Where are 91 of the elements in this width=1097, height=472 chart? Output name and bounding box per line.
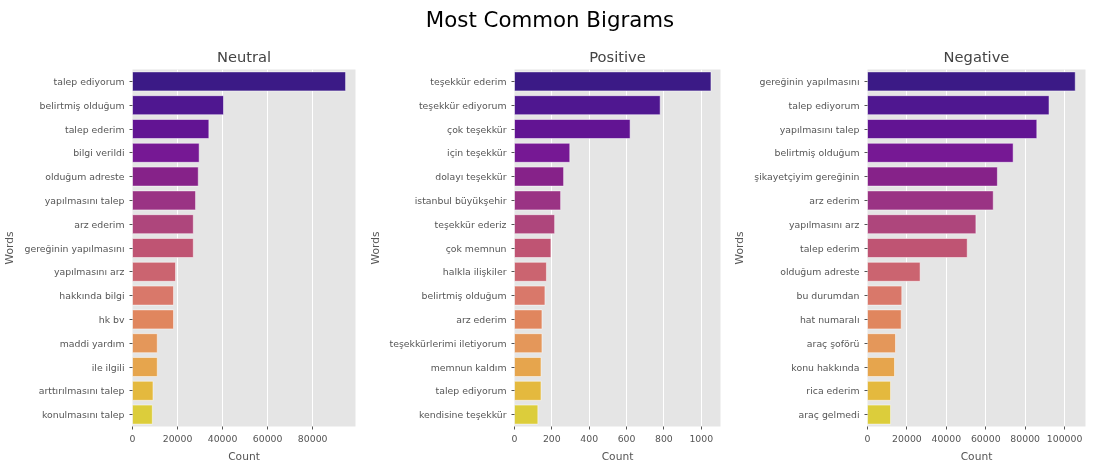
- y-tick-label: teşekkür ediyorum: [418, 99, 507, 111]
- y-tick-label: bilgi verildi: [73, 147, 125, 159]
- x-tick-label: 400: [580, 432, 599, 444]
- y-tick-label: şikayetçiyim gereğinin: [754, 171, 860, 183]
- y-tick-label: rica ederim: [806, 385, 860, 397]
- y-tick-label: yapılmasını arz: [53, 266, 125, 278]
- y-tick-label: teşekkür ederim: [430, 75, 507, 87]
- chart-title: Negative: [943, 47, 1010, 65]
- y-tick-label: yapılmasını talep: [779, 123, 860, 135]
- y-tick-label: çok teşekkür: [447, 123, 507, 135]
- x-tick-label: 20000: [892, 432, 922, 444]
- y-tick-label: belirtmiş olduğum: [421, 290, 507, 302]
- y-tick-label: belirtmiş olduğum: [774, 147, 860, 159]
- y-tick-label: gereğinin yapılmasını: [759, 75, 860, 87]
- y-tick-label: belirtmiş olduğum: [39, 99, 125, 111]
- x-tick-label: 800: [655, 432, 673, 444]
- y-axis-title: Words: [368, 231, 382, 265]
- y-tick-label: ile ilgili: [91, 361, 125, 373]
- y-tick-label: arz ederim: [456, 313, 507, 325]
- x-tick-label: 40000: [207, 432, 238, 444]
- y-tick-label: araç gelmedi: [798, 409, 860, 421]
- text: Most Common Bigrams: [425, 6, 675, 34]
- x-tick-label: 20000: [162, 432, 193, 444]
- y-tick-label: talep ederim: [65, 123, 125, 135]
- y-tick-label: hk bv: [98, 313, 125, 325]
- x-tick-label: 0: [129, 432, 136, 444]
- y-tick-label: talep ederim: [800, 242, 860, 254]
- y-tick-label: konu hakkında: [791, 361, 860, 373]
- x-tick-label: 0: [511, 432, 518, 444]
- bar: [132, 404, 153, 425]
- y-tick-label: olduğum adreste: [45, 171, 125, 183]
- y-tick-label: hakkında bilgi: [59, 290, 125, 302]
- bar: [514, 404, 539, 425]
- bar: [132, 333, 158, 354]
- y-axis-title: Words: [3, 231, 17, 265]
- bar: [514, 333, 543, 354]
- x-tick-label: 0: [864, 432, 871, 444]
- y-tick-label: konulmasını talep: [41, 409, 125, 421]
- x-tick-label: 80000: [297, 432, 328, 444]
- y-tick-label: teşekkür ederiz: [434, 218, 507, 230]
- y-tick-label: arttırılmasını talep: [38, 385, 125, 397]
- x-axis-title: Count: [601, 449, 634, 463]
- y-tick-label: çok memnun: [445, 242, 507, 254]
- x-tick-label: 200: [542, 432, 561, 444]
- chart-title: Neutral: [216, 47, 272, 65]
- x-tick-label: 80000: [1010, 432, 1041, 444]
- y-tick-label: gereğinin yapılmasını: [24, 242, 125, 254]
- x-tick-label: 1000: [689, 432, 714, 444]
- x-tick-label: 60000: [970, 432, 1001, 444]
- x-tick-label: 100000: [1046, 432, 1083, 444]
- bar: [867, 309, 902, 330]
- y-tick-label: arz ederim: [74, 218, 125, 230]
- x-tick-label: 600: [617, 432, 636, 444]
- y-tick-label: teşekkürlerimi iletiyorum: [389, 337, 507, 349]
- bar: [514, 380, 542, 401]
- bar: [514, 261, 547, 282]
- bar: [867, 404, 892, 425]
- y-tick-label: arz ederim: [809, 194, 860, 206]
- y-tick-label: talep ediyorum: [788, 99, 860, 111]
- y-tick-label: halkla ilişkiler: [442, 266, 507, 278]
- y-tick-label: talep ediyorum: [53, 75, 125, 87]
- bar: [867, 380, 892, 401]
- chart-title: Positive: [589, 47, 646, 65]
- y-tick-label: yapılmasını talep: [44, 194, 125, 206]
- x-axis-title: Count: [228, 449, 260, 463]
- bar: [132, 380, 154, 401]
- bar: [514, 309, 543, 330]
- x-tick-label: 40000: [931, 432, 962, 444]
- x-tick-label: 60000: [252, 432, 283, 444]
- bar: [132, 356, 158, 378]
- y-tick-label: memnun kaldım: [430, 361, 507, 373]
- y-tick-label: araç şoförü: [806, 337, 860, 349]
- y-tick-label: talep ediyorum: [435, 385, 507, 397]
- bar: [867, 285, 903, 306]
- y-tick-label: bu durumdan: [796, 290, 860, 302]
- y-tick-label: hat numaralı: [799, 313, 860, 325]
- y-tick-label: istanbul büyükşehir: [414, 194, 507, 206]
- y-tick-label: maddi yardım: [59, 337, 125, 349]
- y-tick-label: kendisine teşekkür: [418, 409, 507, 421]
- y-tick-label: olduğum adreste: [780, 266, 860, 278]
- y-axis-title: Words: [733, 231, 747, 265]
- bar: [132, 285, 174, 306]
- bar: [867, 356, 895, 378]
- y-tick-label: yapılmasını arz: [788, 218, 860, 230]
- bar: [514, 285, 546, 306]
- bar: [867, 333, 896, 354]
- x-axis-title: Count: [960, 449, 993, 463]
- y-tick-label: için teşekkür: [447, 147, 507, 159]
- bar: [132, 309, 174, 330]
- bar: [514, 356, 542, 378]
- y-tick-label: dolayı teşekkür: [435, 171, 507, 183]
